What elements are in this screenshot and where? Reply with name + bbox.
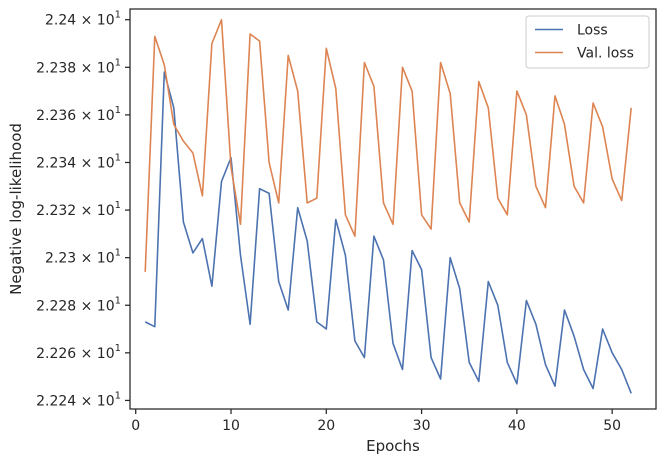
y-tick-label: 2.232 × 101	[36, 200, 121, 219]
series-lines	[144, 18, 632, 394]
y-tick-label: 2.24 × 101	[45, 10, 121, 29]
series-line-loss	[144, 71, 632, 394]
y-tick-label: 2.228 × 101	[36, 295, 121, 314]
x-tick-label: 50	[603, 418, 621, 434]
x-tick-label: 30	[413, 418, 431, 434]
y-tick-label: 2.226 × 101	[36, 343, 121, 362]
y-tick-label: 2.236 × 101	[36, 105, 121, 124]
x-axis: 0 10 20 30 40 50	[131, 409, 621, 434]
x-tick-label: 0	[131, 418, 140, 434]
y-tick-label: 2.23 × 101	[45, 248, 121, 267]
x-tick-label: 40	[508, 418, 526, 434]
y-axis: 2.224 × 101 2.226 × 101 2.228 × 101 2.23 × …	[36, 10, 130, 409]
series-line-val-loss	[144, 18, 632, 272]
y-tick-label: 2.224 × 101	[36, 390, 121, 409]
y-axis-label: Negative log-likelihood	[7, 123, 25, 295]
legend-label-loss: Loss	[577, 23, 608, 39]
legend-label-val-loss: Val. loss	[577, 46, 634, 62]
y-tick-label: 2.234 × 101	[36, 152, 121, 171]
y-tick-label: 2.238 × 101	[36, 57, 121, 76]
x-tick-label: 10	[222, 418, 240, 434]
x-tick-label: 20	[317, 418, 335, 434]
x-axis-label: Epochs	[366, 437, 420, 455]
legend: Loss Val. loss	[525, 15, 650, 69]
